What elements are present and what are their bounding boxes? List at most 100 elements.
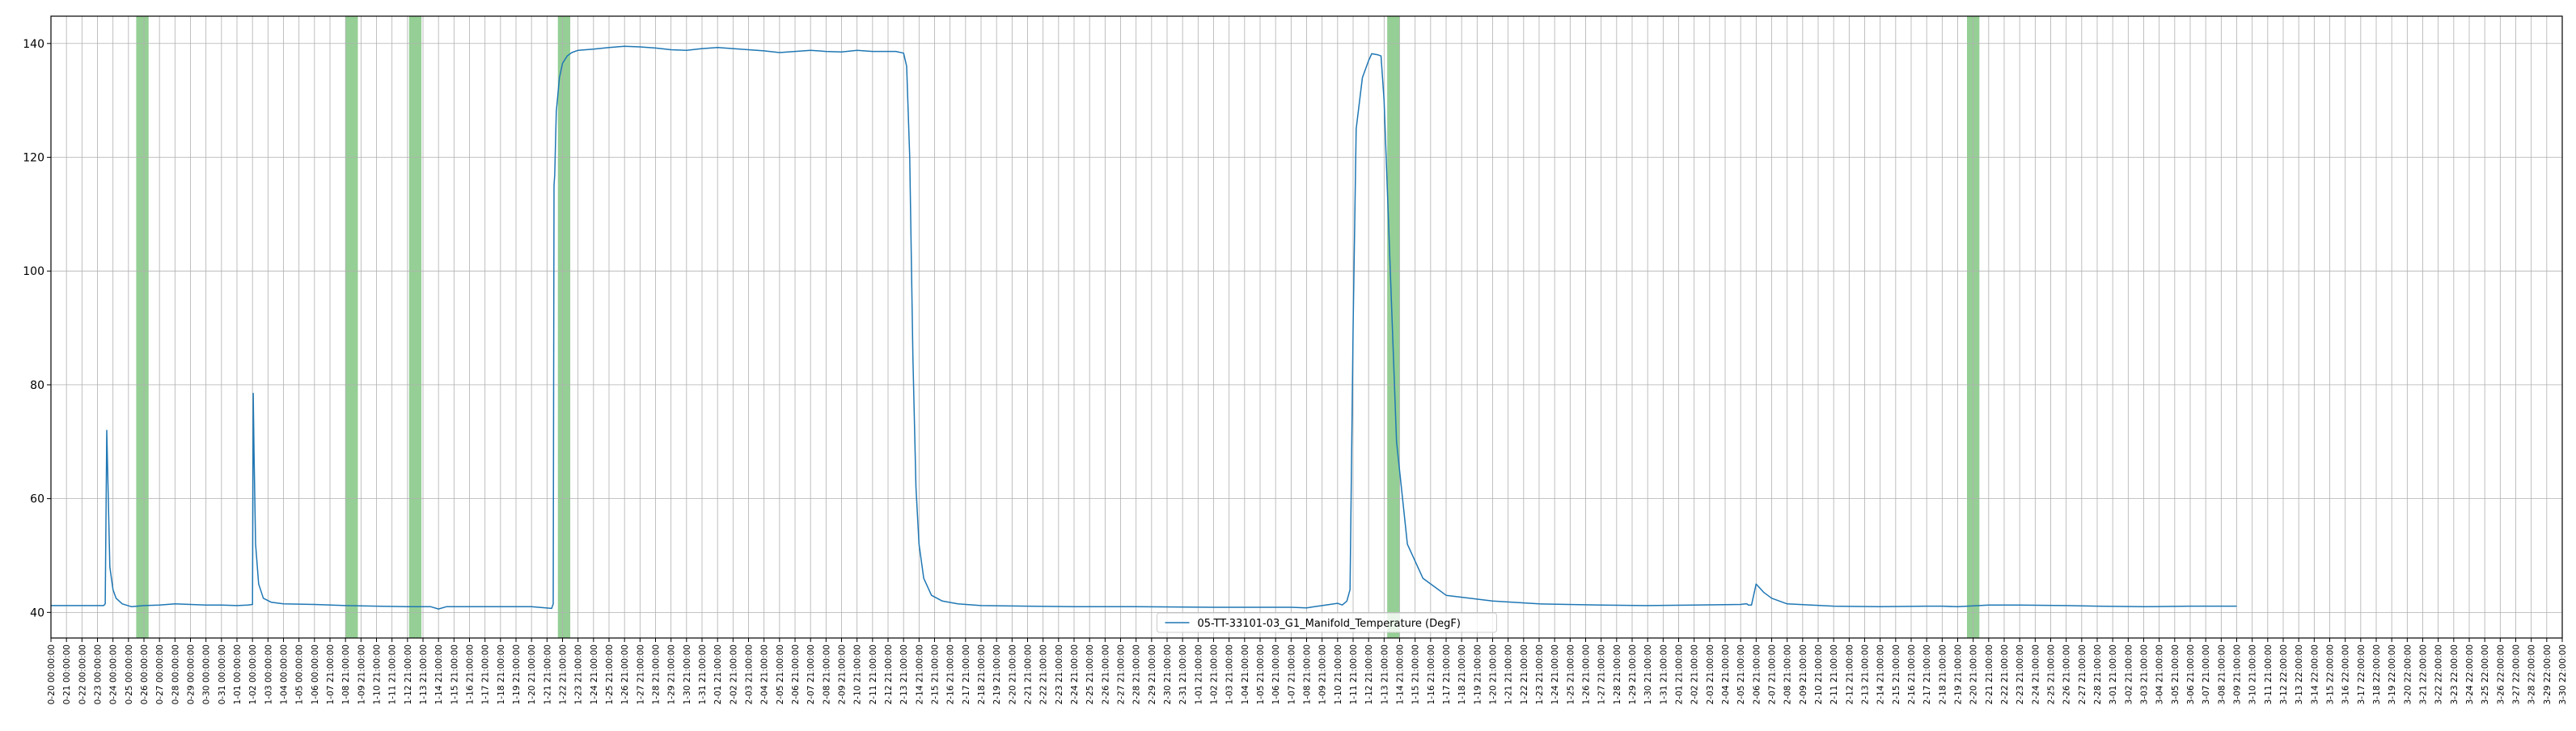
x-tick-label: 3-14 22:00:00	[2310, 644, 2320, 704]
x-tick-label: 2-01 21:00:00	[713, 644, 723, 704]
x-tick-label: 3-09 21:00:00	[2233, 644, 2243, 704]
x-tick-label: 1-19 21:00:00	[512, 644, 522, 704]
x-tick-label: 2-24 21:00:00	[2031, 644, 2041, 704]
x-tick-label: 3-16 22:00:00	[2341, 644, 2351, 704]
x-tick-label: 1-08 21:00:00	[1303, 644, 1313, 704]
x-tick-label: 1-18 21:00:00	[1457, 644, 1467, 704]
x-tick-label: 0-25 00:00:00	[125, 644, 134, 704]
x-tick-label: 2-16 21:00:00	[1907, 644, 1917, 704]
x-tick-label: 1-02 21:00:00	[1210, 644, 1220, 704]
x-tick-label: 2-18 21:00:00	[1938, 644, 1948, 704]
x-tick-label: 2-02 21:00:00	[1690, 644, 1700, 704]
x-tick-label: 2-14 21:00:00	[1876, 644, 1886, 704]
x-tick-label: 3-05 21:00:00	[2171, 644, 2181, 704]
x-tick-label: 1-12 21:00:00	[1364, 644, 1374, 704]
x-tick-label: 1-14 21:00:00	[434, 644, 444, 704]
x-tick-label: 2-04 21:00:00	[1721, 644, 1731, 704]
x-tick-label: 2-13 21:00:00	[899, 644, 909, 704]
x-tick-label: 1-04 00:00:00	[280, 644, 290, 704]
x-tick-label: 2-16 21:00:00	[946, 644, 956, 704]
x-tick-label: 1-19 21:00:00	[1473, 644, 1483, 704]
x-tick-label: 2-19 21:00:00	[1954, 644, 1964, 704]
x-tick-label: 2-22 21:00:00	[2000, 644, 2010, 704]
y-tick-label: 60	[30, 493, 44, 506]
x-tick-label: 1-09 21:00:00	[357, 644, 366, 704]
x-tick-label: 2-25 21:00:00	[1085, 644, 1095, 704]
x-tick-label: 3-08 21:00:00	[2217, 644, 2227, 704]
x-tick-label: 3-29 22:00:00	[2543, 644, 2553, 704]
x-tick-label: 1-22 21:00:00	[1520, 644, 1529, 704]
x-tick-label: 2-20 21:00:00	[1008, 644, 1017, 704]
x-tick-label: 2-17 21:00:00	[1922, 644, 1932, 704]
x-tick-label: 3-04 21:00:00	[2155, 644, 2165, 704]
x-tick-label: 2-02 21:00:00	[729, 644, 738, 704]
x-tick-label: 1-07 21:00:00	[326, 644, 336, 704]
x-tick-label: 3-21 22:00:00	[2419, 644, 2429, 704]
x-tick-label: 2-28 21:00:00	[1132, 644, 1142, 704]
x-tick-label: 1-01 21:00:00	[1194, 644, 1203, 704]
x-tick-label: 2-03 21:00:00	[1706, 644, 1715, 704]
x-tick-label: 3-28 22:00:00	[2527, 644, 2537, 704]
y-tick-label: 80	[30, 379, 44, 392]
series-layer	[51, 45, 2237, 610]
x-tick-label: 1-09 21:00:00	[1318, 644, 1328, 704]
x-tick-label: 2-04 21:00:00	[760, 644, 770, 704]
x-tick-label: 2-15 21:00:00	[1892, 644, 1901, 704]
x-tick-label: 3-19 22:00:00	[2388, 644, 2397, 704]
x-tick-label: 2-15 21:00:00	[931, 644, 941, 704]
x-tick-label: 3-23 22:00:00	[2450, 644, 2460, 704]
x-tick-label: 1-28 21:00:00	[1613, 644, 1622, 704]
x-tick-label: 3-20 22:00:00	[2403, 644, 2413, 704]
x-tick-label: 1-16 21:00:00	[466, 644, 476, 704]
x-tick-label: 1-23 21:00:00	[1535, 644, 1545, 704]
x-tick-label: 3-01 21:00:00	[2109, 644, 2118, 704]
x-tick-label: 0-22 00:00:00	[78, 644, 87, 704]
x-tick-label: 2-23 21:00:00	[2016, 644, 2025, 704]
highlight-span	[345, 16, 358, 638]
highlight-span	[136, 16, 149, 638]
x-tick-label: 1-06 00:00:00	[311, 644, 320, 704]
x-tick-label: 2-10 21:00:00	[853, 644, 863, 704]
x-tick-label: 1-04 21:00:00	[1241, 644, 1250, 704]
x-tick-label: 1-25 21:00:00	[1566, 644, 1576, 704]
x-tick-label: 2-28 21:00:00	[2093, 644, 2103, 704]
x-tick-label: 1-15 21:00:00	[1411, 644, 1421, 704]
x-tick-label: 1-24 21:00:00	[590, 644, 599, 704]
x-tick-label: 2-27 21:00:00	[1117, 644, 1127, 704]
x-tick-label: 1-27 21:00:00	[636, 644, 645, 704]
x-tick-label: 2-10 21:00:00	[1814, 644, 1824, 704]
x-tick-label: 0-23 00:00:00	[94, 644, 104, 704]
x-tick-label: 1-17 21:00:00	[1442, 644, 1452, 704]
x-tick-label: 3-11 21:00:00	[2264, 644, 2274, 704]
x-tick-label: 0-27 00:00:00	[155, 644, 165, 704]
grid	[50, 16, 2563, 638]
x-tick-label: 2-29 21:00:00	[1148, 644, 1157, 704]
x-tick-label: 2-21 21:00:00	[1985, 644, 1994, 704]
x-tick-label: 3-18 22:00:00	[2372, 644, 2382, 704]
x-tick-label: 1-20 21:00:00	[527, 644, 537, 704]
x-tick-label: 1-31 21:00:00	[698, 644, 708, 704]
x-tick-label: 2-22 21:00:00	[1039, 644, 1049, 704]
x-tick-label: 2-13 21:00:00	[1861, 644, 1871, 704]
x-tick-label: 1-21 21:00:00	[1504, 644, 1514, 704]
x-tick-label: 1-29 21:00:00	[1628, 644, 1638, 704]
x-tick-label: 2-24 21:00:00	[1070, 644, 1080, 704]
x-tick-label: 2-07 21:00:00	[806, 644, 816, 704]
x-tick-label: 2-17 21:00:00	[962, 644, 971, 704]
x-tick-label: 1-21 21:00:00	[543, 644, 552, 704]
x-tick-label: 2-03 21:00:00	[745, 644, 755, 704]
x-tick-label: 2-19 21:00:00	[992, 644, 1002, 704]
x-tick-label: 1-25 21:00:00	[605, 644, 615, 704]
x-tick-label: 2-06 21:00:00	[1752, 644, 1762, 704]
x-tick-label: 3-25 22:00:00	[2481, 644, 2490, 704]
legend: 05-TT-33101-03_G1_Manifold_Temperature (…	[1157, 612, 1497, 633]
x-tick-label: 1-15 21:00:00	[450, 644, 459, 704]
x-tick-label: 3-13 22:00:00	[2295, 644, 2304, 704]
x-tick-label: 2-06 21:00:00	[791, 644, 801, 704]
x-tick-label: 1-24 21:00:00	[1550, 644, 1560, 704]
x-tick-label: 0-20 00:00:00	[47, 644, 57, 704]
x-tick-label: 3-24 22:00:00	[2465, 644, 2475, 704]
x-tick-label: 1-14 21:00:00	[1396, 644, 1406, 704]
y-tick-label: 120	[23, 151, 44, 164]
